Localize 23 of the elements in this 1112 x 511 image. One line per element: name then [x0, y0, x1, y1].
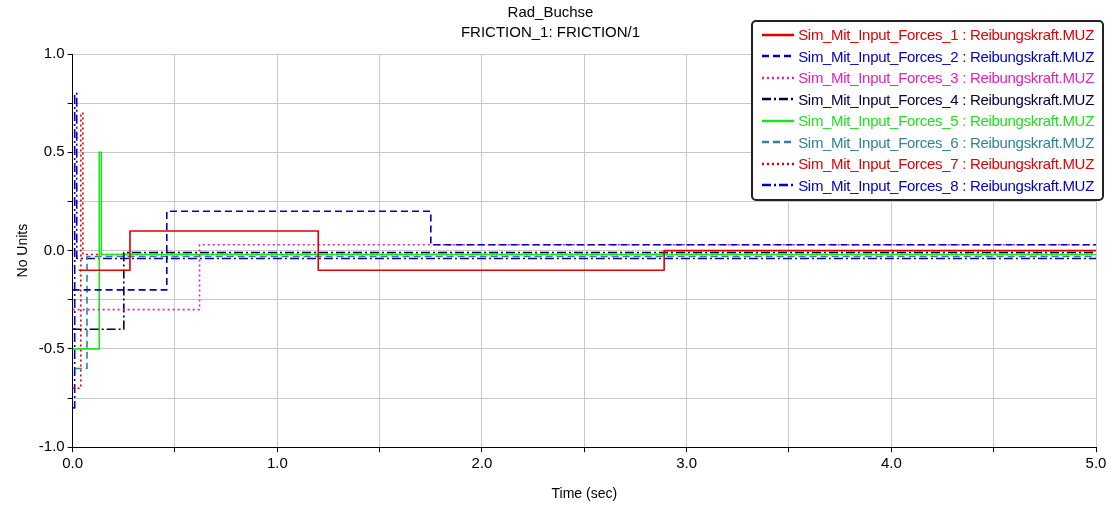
legend-label: Sim_Mit_Input_Forces_6 : Reibungskraft.MUZ — [798, 132, 1094, 153]
x-tick-label: 2.0 — [471, 454, 493, 472]
y-tick-label: 1.0 — [43, 44, 65, 62]
y-tick-label: 0.5 — [43, 142, 65, 160]
x-tick-label: 0.0 — [62, 454, 84, 472]
legend-label: Sim_Mit_Input_Forces_5 : Reibungskraft.MUZ — [798, 111, 1094, 131]
y-tick-label: -0.5 — [38, 339, 65, 357]
x-tick-label: 3.0 — [676, 454, 698, 472]
legend-label: Sim_Mit_Input_Forces_7 : Reibungskraft.MUZ — [798, 154, 1094, 174]
x-axis-title: Time (sec) — [551, 485, 618, 502]
legend-label: Sim_Mit_Input_Forces_2 : Reibungskraft.MUZ — [798, 46, 1094, 67]
x-tick-label: 5.0 — [1085, 454, 1107, 472]
y-tick-label: 0.0 — [43, 240, 65, 258]
chart-title: Rad_Buchse — [507, 3, 594, 21]
legend-label: Sim_Mit_Input_Forces_8 : Reibungskraft.MUZ — [798, 175, 1094, 196]
legend-label: Sim_Mit_Input_Forces_1 : Reibungskraft.MUZ — [798, 25, 1094, 45]
y-axis-title: No Units — [14, 223, 31, 278]
legend-label: Sim_Mit_Input_Forces_4 : Reibungskraft.MUZ — [798, 89, 1094, 110]
x-tick-label: 1.0 — [266, 454, 288, 472]
chart-subtitle: FRICTION_1: FRICTION/1 — [460, 23, 641, 41]
x-tick-label: 4.0 — [880, 454, 902, 472]
y-tick-label: -1.0 — [38, 437, 65, 455]
legend-label: Sim_Mit_Input_Forces_3 : Reibungskraft.MUZ — [798, 68, 1094, 88]
